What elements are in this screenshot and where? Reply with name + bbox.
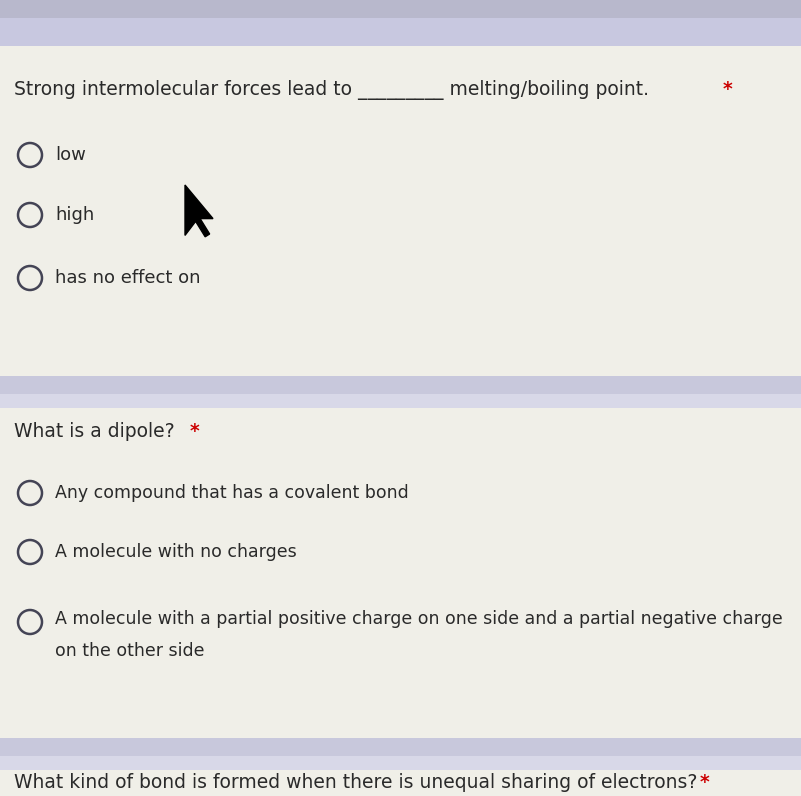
Text: has no effect on: has no effect on <box>55 269 200 287</box>
FancyBboxPatch shape <box>0 376 801 394</box>
Text: *: * <box>190 422 199 441</box>
FancyBboxPatch shape <box>0 46 801 376</box>
FancyBboxPatch shape <box>0 756 801 770</box>
Text: low: low <box>55 146 86 164</box>
FancyBboxPatch shape <box>0 18 801 46</box>
FancyBboxPatch shape <box>0 738 801 756</box>
Text: on the other side: on the other side <box>55 642 204 660</box>
FancyBboxPatch shape <box>0 770 801 796</box>
Text: A molecule with a partial positive charge on one side and a partial negative cha: A molecule with a partial positive charg… <box>55 610 783 628</box>
Text: What kind of bond is formed when there is unequal sharing of electrons?: What kind of bond is formed when there i… <box>14 773 698 792</box>
Text: What is a dipole?: What is a dipole? <box>14 422 175 441</box>
Text: Any compound that has a covalent bond: Any compound that has a covalent bond <box>55 484 409 502</box>
Text: *: * <box>723 80 733 99</box>
Text: *: * <box>700 773 710 792</box>
FancyBboxPatch shape <box>0 408 801 738</box>
FancyBboxPatch shape <box>0 0 801 18</box>
Polygon shape <box>185 185 213 236</box>
Text: Strong intermolecular forces lead to _________ melting/boiling point.: Strong intermolecular forces lead to ___… <box>14 80 649 100</box>
Text: A molecule with no charges: A molecule with no charges <box>55 543 296 561</box>
Text: high: high <box>55 206 95 224</box>
FancyBboxPatch shape <box>0 394 801 408</box>
